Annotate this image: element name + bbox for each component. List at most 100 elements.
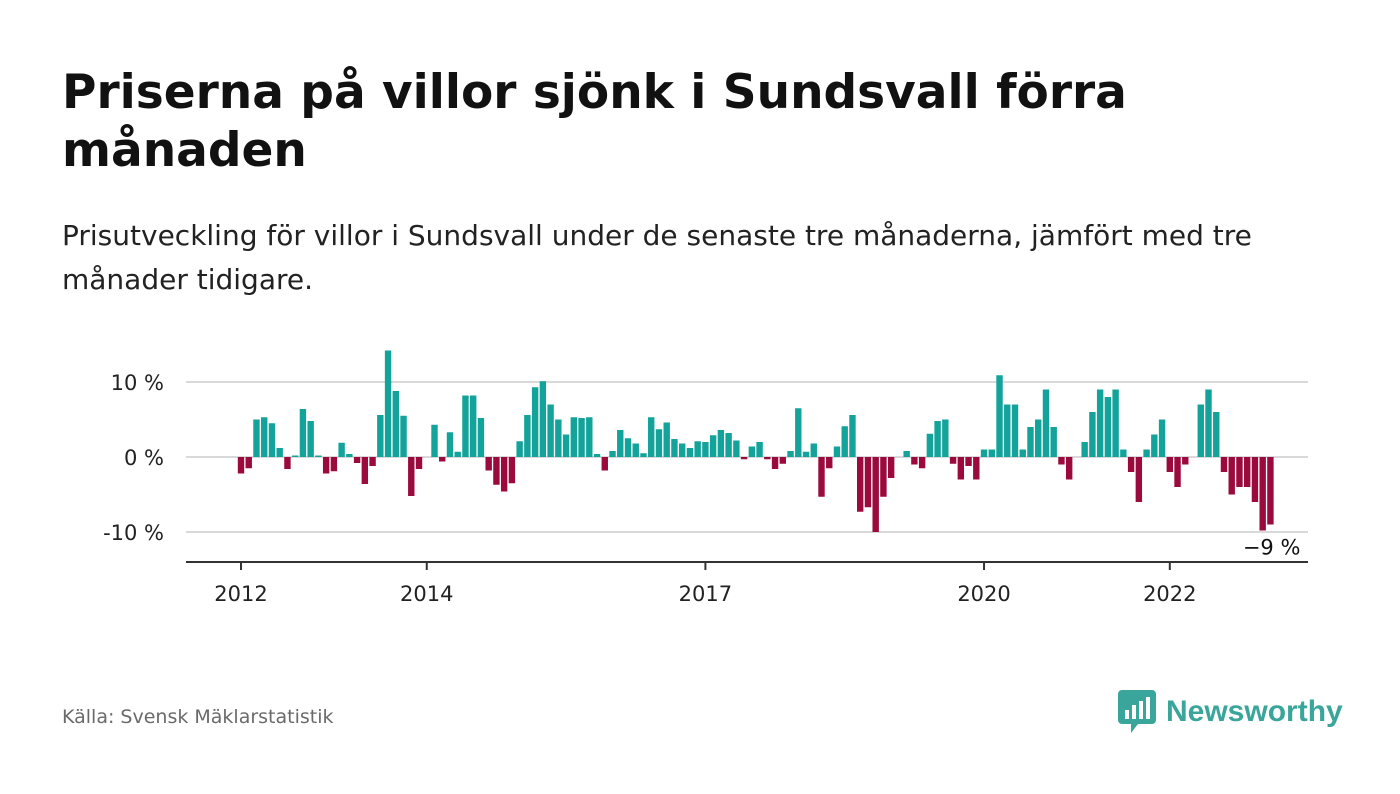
bar [996, 375, 1003, 457]
bar [245, 457, 252, 469]
bar [740, 457, 748, 460]
bar [268, 423, 276, 457]
bar [454, 451, 461, 457]
bar [934, 421, 941, 457]
bar [617, 430, 624, 457]
bar [771, 457, 779, 469]
bar [1166, 457, 1173, 472]
bar [253, 419, 260, 457]
brand-name: Newsworthy [1166, 695, 1343, 728]
bar [284, 457, 291, 469]
bar [1065, 457, 1073, 480]
bar [237, 457, 245, 474]
bar [795, 408, 802, 457]
bars [237, 350, 1274, 532]
chart-title: Priserna på villor sjönk i Sundsvall för… [62, 65, 1127, 178]
y-tick-label: 0 % [124, 446, 164, 470]
bar [377, 415, 384, 457]
bar [1112, 389, 1119, 457]
bar [330, 457, 338, 472]
bar [756, 442, 763, 457]
bar [1213, 412, 1220, 457]
bar-chart: 10 % 0 % -10 % 2012 2014 2017 2020 2022 −9 % [103, 350, 1308, 606]
bar [338, 442, 345, 457]
bar [601, 457, 608, 471]
bar [802, 451, 810, 457]
bar [957, 457, 965, 480]
bar [315, 455, 322, 457]
bar [671, 439, 678, 457]
bar [818, 457, 825, 497]
bar [1259, 457, 1266, 531]
last-value-label: −9 % [1243, 536, 1301, 560]
bar [1182, 457, 1189, 465]
bar [810, 443, 817, 457]
bar [384, 350, 392, 457]
annotations: −9 % [1243, 536, 1301, 560]
bar [415, 457, 423, 469]
bar [555, 419, 562, 457]
bar [1042, 389, 1050, 457]
bar [431, 424, 438, 457]
bar [1089, 412, 1096, 457]
bar [988, 449, 995, 457]
x-tick-label: 2014 [400, 582, 453, 606]
bar [880, 457, 887, 497]
bar [516, 441, 523, 457]
bar [1267, 457, 1274, 525]
bar [531, 387, 539, 457]
bar [648, 417, 655, 457]
bar [570, 417, 578, 457]
bar [872, 457, 879, 532]
x-tick-label: 2012 [214, 582, 267, 606]
bar [593, 454, 601, 457]
bar [539, 381, 547, 457]
bar [562, 434, 570, 457]
bar [1027, 427, 1034, 457]
bar [1135, 457, 1143, 502]
bar [485, 457, 492, 471]
y-tick-label: -10 % [103, 521, 164, 545]
bar [1035, 419, 1042, 457]
bar [586, 417, 593, 457]
bar [686, 448, 694, 457]
bar [508, 457, 516, 484]
bar [500, 457, 508, 492]
bar [1096, 389, 1104, 457]
bar [307, 421, 314, 457]
bar [1004, 404, 1011, 457]
bar [787, 451, 794, 457]
bar [1151, 434, 1158, 457]
bar [493, 457, 500, 485]
bar [903, 451, 910, 457]
bar [632, 443, 639, 457]
bar [477, 418, 485, 457]
x-axis: 2012 2014 2017 2020 2022 [186, 561, 1308, 606]
bar [655, 429, 663, 457]
bar [764, 457, 771, 460]
bar [918, 457, 926, 469]
bar [1205, 389, 1212, 457]
bar [980, 449, 988, 457]
bar [841, 426, 848, 457]
bar [1127, 457, 1135, 472]
bar [346, 454, 353, 457]
bar [833, 446, 841, 457]
bar [1197, 404, 1204, 457]
bar [276, 448, 283, 457]
y-tick-label: 10 % [111, 371, 164, 395]
chart-subtitle: Prisutveckling för villor i Sundsvall un… [62, 219, 1252, 296]
bar [1050, 427, 1057, 457]
bar [1019, 449, 1026, 457]
bar [439, 457, 446, 462]
bar [1174, 457, 1181, 487]
bar [609, 451, 616, 457]
bar [1143, 449, 1150, 457]
bar [926, 433, 934, 457]
bar [1081, 442, 1088, 457]
bar [1158, 419, 1166, 457]
bar [291, 455, 299, 457]
bar [748, 446, 756, 457]
bar [849, 415, 856, 457]
bar [1104, 397, 1112, 457]
